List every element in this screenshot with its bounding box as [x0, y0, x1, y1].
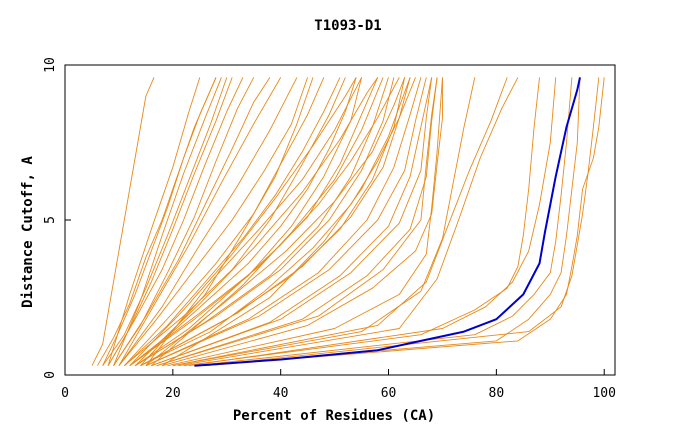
model-series-line-22 — [151, 77, 433, 367]
y-tick-label-5: 5 — [43, 216, 58, 224]
model-series-line-24 — [156, 77, 438, 367]
model-series-line-40 — [161, 77, 411, 367]
model-series-line-38 — [172, 77, 508, 367]
model-series-line-26 — [123, 77, 341, 367]
model-series-line-10 — [118, 77, 298, 366]
model-series-line-45 — [188, 77, 557, 367]
x-tick-label-20: 20 — [165, 386, 181, 401]
model-series-line-46 — [194, 77, 573, 367]
model-series-line-32 — [145, 77, 406, 367]
x-axis-ticks: 0 20 40 60 80 100 — [61, 369, 616, 401]
model-series-line-19 — [145, 77, 422, 367]
model-series-line-7 — [113, 77, 255, 366]
model-series-line-28 — [140, 77, 416, 367]
model-series-line-48 — [205, 77, 605, 367]
y-axis-ticks: 0 5 10 — [43, 57, 71, 379]
model-series-line-18 — [140, 77, 411, 367]
x-tick-label-60: 60 — [381, 386, 397, 401]
x-tick-label-80: 80 — [489, 386, 505, 401]
y-tick-label-10: 10 — [43, 57, 58, 73]
model-series-line-44 — [183, 77, 540, 367]
model-series-line-12 — [124, 77, 346, 367]
model-series-line-35 — [140, 77, 314, 367]
x-axis-label: Percent of Residues (CA) — [233, 408, 435, 424]
model-series-line-21 — [151, 77, 433, 367]
model-series-line-20 — [145, 77, 427, 367]
model-series-line-41 — [113, 77, 222, 366]
model-series-line-3 — [102, 77, 217, 366]
model-series-line-33 — [161, 77, 443, 367]
model-series-line-39 — [178, 77, 519, 367]
model-series-line-37 — [172, 77, 476, 367]
model-series-line-8 — [113, 77, 271, 366]
model-series-line-29 — [118, 77, 309, 366]
model-series-line-4 — [102, 77, 228, 366]
model-series-line-30 — [129, 77, 357, 367]
model-series-line-36 — [151, 77, 384, 367]
model-series-line-14 — [129, 77, 379, 367]
chart-title: T1093-D1 — [314, 18, 381, 34]
model-series-line-9 — [118, 77, 282, 366]
x-tick-label-100: 100 — [592, 386, 615, 401]
model-series-line-27 — [134, 77, 400, 367]
series-layer — [91, 77, 605, 367]
x-tick-label-0: 0 — [61, 386, 69, 401]
model-series-line-2 — [97, 77, 217, 366]
x-tick-label-40: 40 — [273, 386, 289, 401]
model-series-line-42 — [107, 77, 201, 366]
model-series-line-23 — [156, 77, 438, 367]
model-series-line-1 — [91, 77, 155, 366]
model-series-line-31 — [134, 77, 379, 367]
model-series-line-43 — [145, 77, 363, 366]
target-series-line — [194, 77, 581, 367]
model-series-line-6 — [107, 77, 244, 366]
y-tick-label-0: 0 — [43, 371, 58, 379]
model-series-line-16 — [134, 77, 395, 367]
y-axis-label: Distance Cutoff, A — [20, 156, 36, 308]
model-series-line-49 — [205, 77, 600, 367]
model-series-line-34 — [167, 77, 443, 367]
model-series-line-25 — [129, 77, 357, 367]
